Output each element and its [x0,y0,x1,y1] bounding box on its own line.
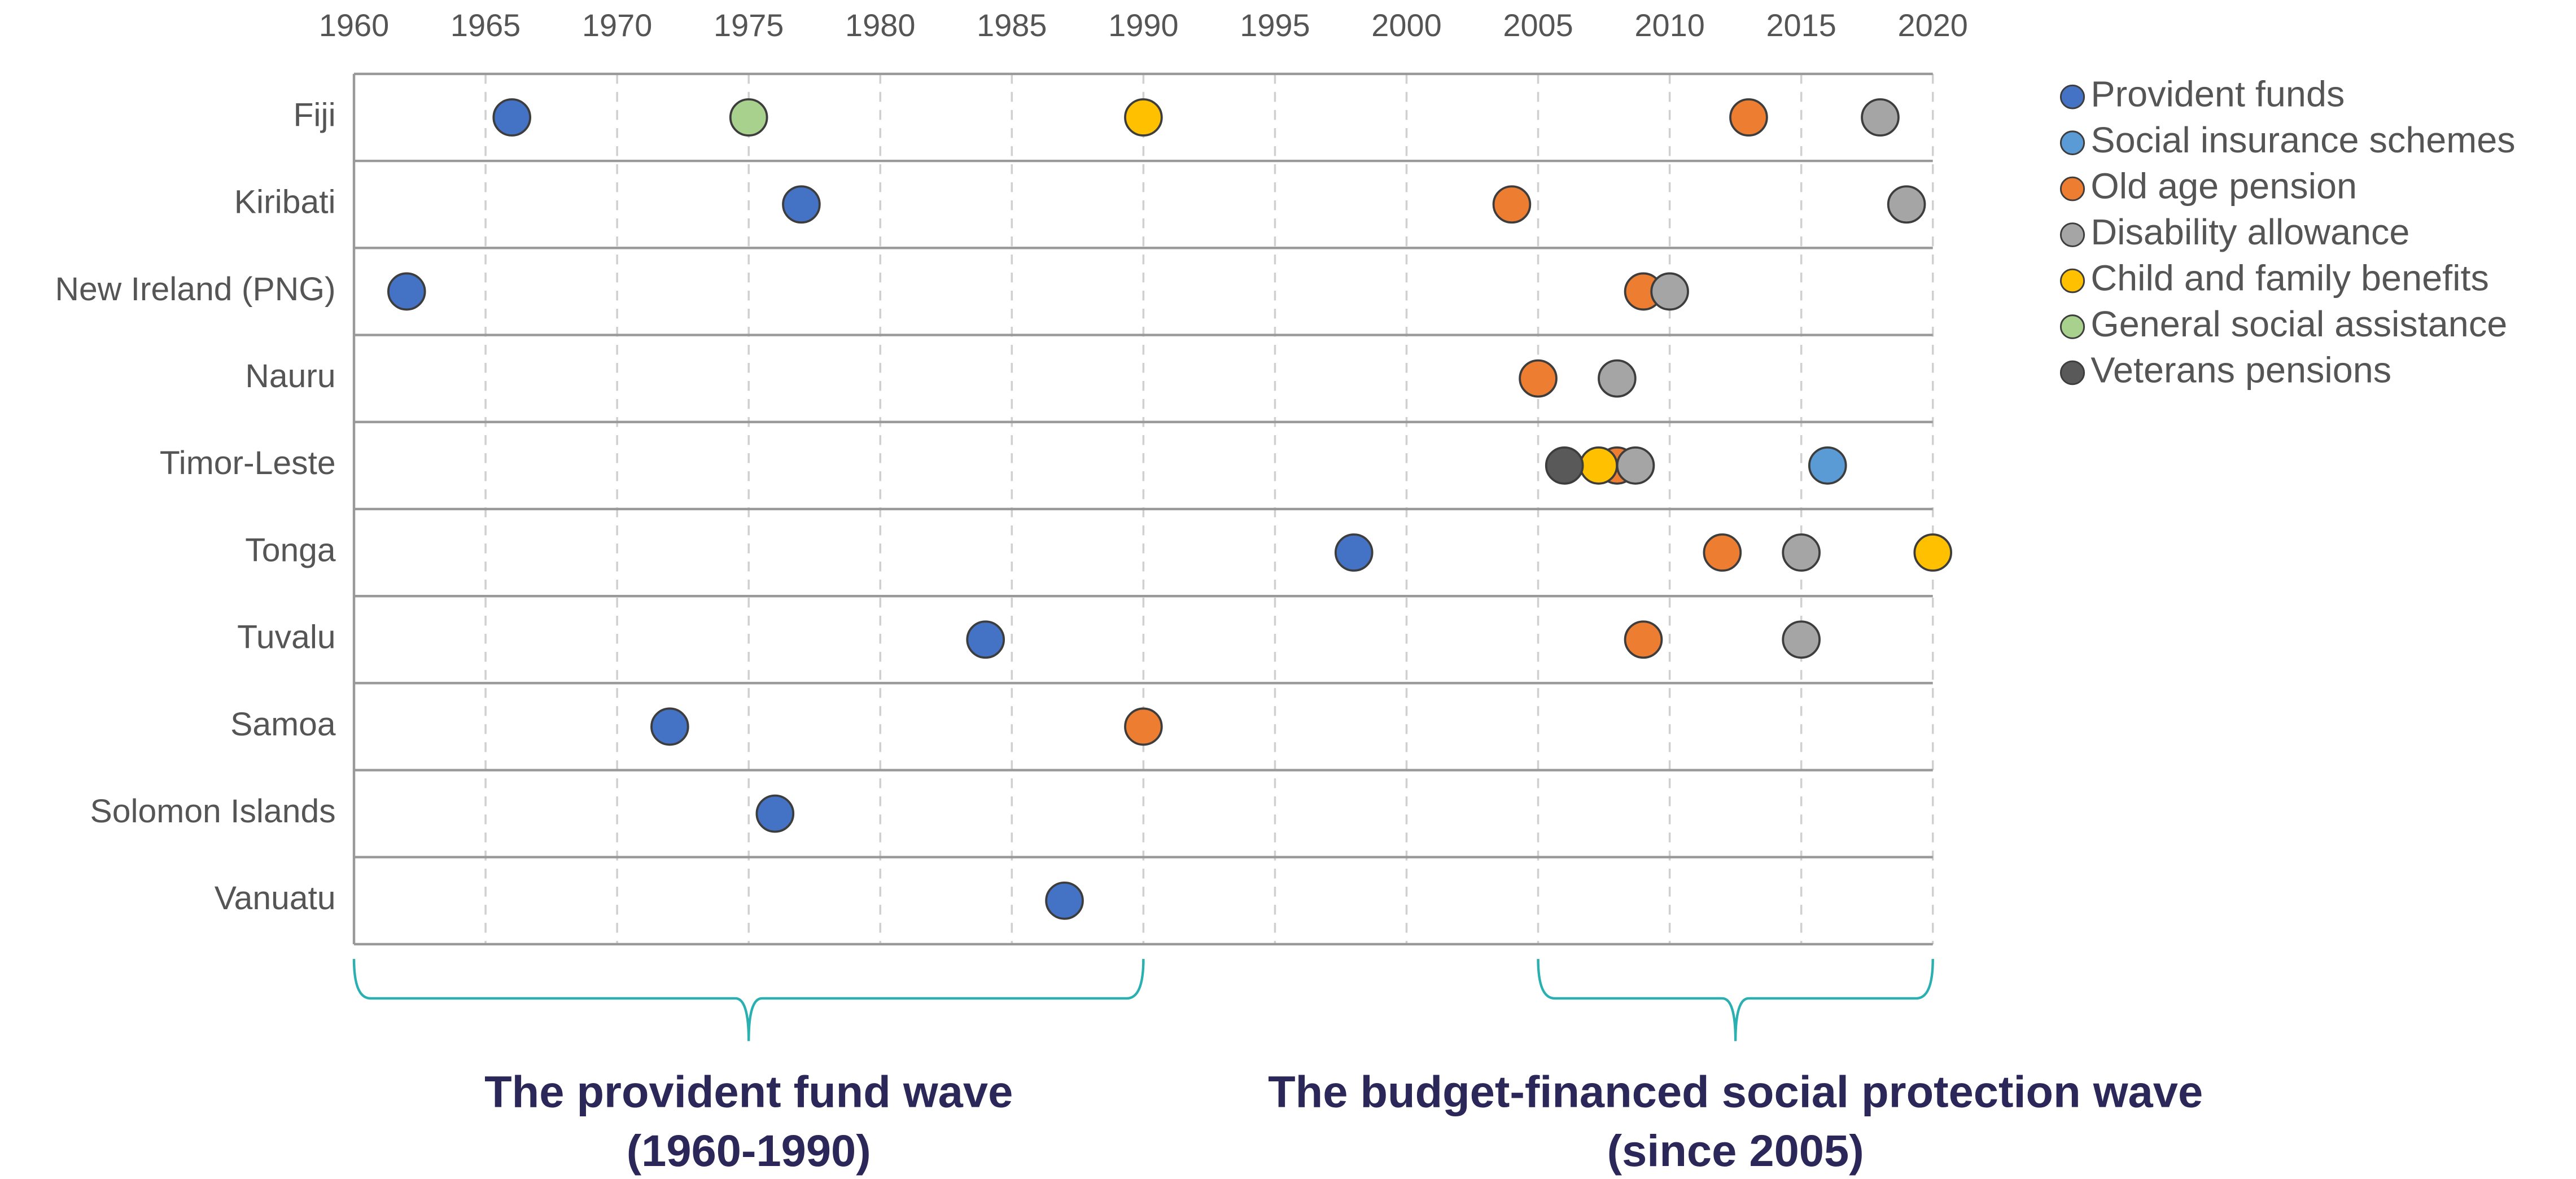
y-tick-label: Samoa [230,706,336,743]
event-dot [782,185,821,224]
event-dot [755,794,795,833]
event-dot [387,272,426,311]
legend-marker [2059,314,2085,339]
x-tick-label: 1975 [714,8,784,43]
event-dot [1334,533,1374,572]
event-dot [1703,533,1742,572]
event-dot [1729,98,1768,137]
x-tick-label: 2020 [1898,8,1968,43]
legend-label: Disability allowance [2090,212,2409,252]
event-dot [1913,533,1953,572]
event-dot [1887,185,1926,224]
legend-marker [2059,268,2085,293]
y-tick-label: New Ireland (PNG) [55,271,335,308]
legend-marker [2059,222,2085,247]
y-tick-label: Tonga [245,532,336,569]
event-dot [1545,446,1584,485]
x-tick-label: 1965 [451,8,521,43]
legend-marker [2059,360,2085,385]
event-dot [1650,272,1689,311]
x-tick-label: 1990 [1108,8,1178,43]
event-dot [729,98,768,137]
event-dot [492,98,532,137]
y-tick-label: Timor-Leste [160,445,336,482]
legend-label: Child and family benefits [2090,258,2488,299]
event-dot [1519,359,1558,398]
y-tick-label: Fiji [293,97,335,134]
x-tick-label: 2015 [1766,8,1836,43]
event-dot [1782,533,1821,572]
event-dot [1124,707,1163,746]
y-tick-label: Solomon Islands [90,793,336,830]
x-tick-label: 2010 [1634,8,1704,43]
annotation-text: The provident fund wave [484,1067,1013,1116]
y-tick-label: Kiribati [234,184,336,221]
legend-marker [2059,176,2085,201]
annotation-text: (since 2005) [1607,1126,1864,1176]
event-dot [1579,446,1619,485]
legend-label: Provident funds [2090,74,2345,115]
x-tick-label: 1980 [845,8,915,43]
annotation-text: (1960-1990) [627,1126,871,1176]
event-dot [650,707,689,746]
legend-label: General social assistance [2090,304,2507,344]
event-dot [1124,98,1163,137]
legend-marker [2059,130,2085,155]
event-dot [1045,881,1084,920]
event-dot [1616,446,1655,485]
x-tick-label: 1960 [319,8,389,43]
event-dot [1598,359,1637,398]
event-dot [1624,620,1663,659]
annotation-text: The budget-financed social protection wa… [1268,1067,2203,1116]
event-dot [1782,620,1821,659]
brace [1537,959,1934,1041]
legend-label: Veterans pensions [2090,350,2391,391]
event-dot [966,620,1005,659]
x-tick-label: 1995 [1240,8,1310,43]
event-dot [1492,185,1532,224]
brace [352,959,1145,1041]
event-dot [1808,446,1847,485]
y-tick-label: Tuvalu [237,619,335,656]
legend-label: Old age pension [2090,166,2357,207]
y-tick-label: Vanuatu [215,880,336,917]
legend-label: Social insurance schemes [2090,120,2515,160]
x-tick-label: 2000 [1371,8,1441,43]
x-tick-label: 1970 [582,8,652,43]
legend-marker [2059,84,2085,109]
x-tick-label: 1985 [977,8,1047,43]
x-tick-label: 2005 [1503,8,1573,43]
y-tick-label: Nauru [245,358,335,395]
event-dot [1861,98,1900,137]
